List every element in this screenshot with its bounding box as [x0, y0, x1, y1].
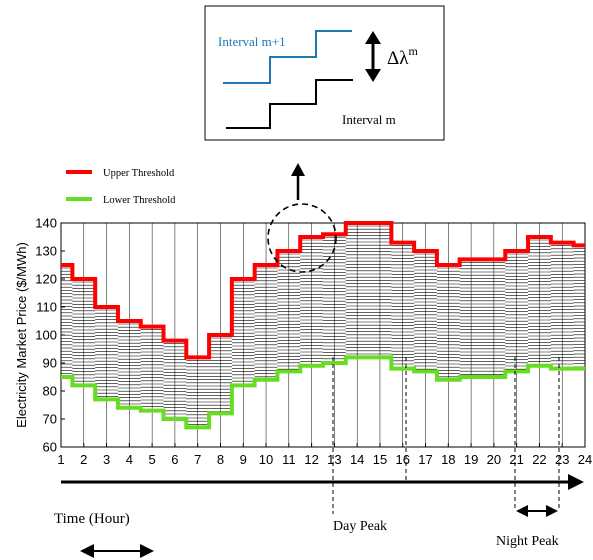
- night-peak-markers: [514, 357, 560, 517]
- up-arrow: [291, 163, 305, 200]
- x-tick-label: 6: [171, 452, 178, 467]
- inset-box: Interval m+1 Interval m Δλm: [204, 5, 445, 141]
- x-tick-label: 19: [464, 452, 478, 467]
- x-tick-label: 4: [126, 452, 133, 467]
- y-tick-label: 60: [43, 440, 57, 455]
- upper-threshold-line: [61, 221, 585, 360]
- x-tick-label: 3: [103, 452, 110, 467]
- x-tick-label: 10: [259, 452, 273, 467]
- x-tick-label: 24: [578, 452, 592, 467]
- y-axis-label: Electricity Market Price ($/MWh): [14, 242, 29, 428]
- x-tick-label: 2: [80, 452, 87, 467]
- x-tick-label: 22: [532, 452, 546, 467]
- series-lines: [61, 221, 585, 430]
- y-tick-label: 140: [35, 216, 57, 231]
- y-tick-label: 70: [43, 412, 57, 427]
- x-tick-label: 15: [373, 452, 387, 467]
- x-tick-label: 7: [194, 452, 201, 467]
- inset-black-staircase: [226, 79, 353, 129]
- inset-lower-label: Interval m: [342, 112, 396, 127]
- highlight-circle: [267, 203, 337, 273]
- x-tick-label: 20: [487, 452, 501, 467]
- x-tick-label: 11: [282, 452, 296, 467]
- night-peak-label: Night Peak: [496, 534, 559, 549]
- hour-span-arrow: [80, 544, 154, 558]
- x-tick-label: 18: [441, 452, 455, 467]
- x-tick-label: 16: [396, 452, 410, 467]
- x-tick-label: 8: [217, 452, 224, 467]
- x-tick-label: 9: [240, 452, 247, 467]
- y-tick-label: 110: [36, 300, 57, 315]
- x-tick-label: 17: [418, 452, 432, 467]
- inset-upper-label: Interval m+1: [218, 34, 286, 49]
- inset-blue-staircase: [223, 30, 352, 84]
- x-axis-label: Time (Hour): [54, 511, 130, 527]
- y-tick-label: 80: [43, 384, 57, 399]
- x-tick-label: 21: [509, 452, 523, 467]
- x-tick-label: 12: [304, 452, 318, 467]
- lower-threshold-line: [61, 355, 585, 430]
- x-tick-label: 13: [327, 452, 341, 467]
- y-tick-label: 120: [35, 272, 57, 287]
- x-tick-label: 14: [350, 452, 364, 467]
- y-tick-label: 90: [43, 356, 57, 371]
- x-ticks: 1 2 3 4 5 6 7 8 9 10 11 12 13 14 15 16 17 18 19 20 21 22 23 24: [57, 443, 592, 467]
- x-tick-label: 23: [555, 452, 569, 467]
- x-tick-label: 1: [57, 452, 64, 467]
- inset-delta-label: Δλm: [387, 44, 418, 69]
- y-tick-label: 130: [35, 244, 57, 259]
- inset-double-arrow: [365, 31, 381, 82]
- day-peak-label: Day Peak: [333, 519, 387, 534]
- time-arrow: [61, 474, 584, 490]
- y-tick-label: 100: [35, 328, 57, 343]
- legend-upper-label: Upper Threshold: [103, 168, 175, 179]
- x-tick-label: 5: [149, 452, 156, 467]
- day-peak-markers: [332, 357, 407, 514]
- legend: Upper Threshold Lower Threshold: [66, 168, 176, 206]
- legend-lower-label: Lower Threshold: [103, 195, 176, 206]
- y-ticks: 60 70 80 90 100 110 120 130 140: [35, 216, 65, 455]
